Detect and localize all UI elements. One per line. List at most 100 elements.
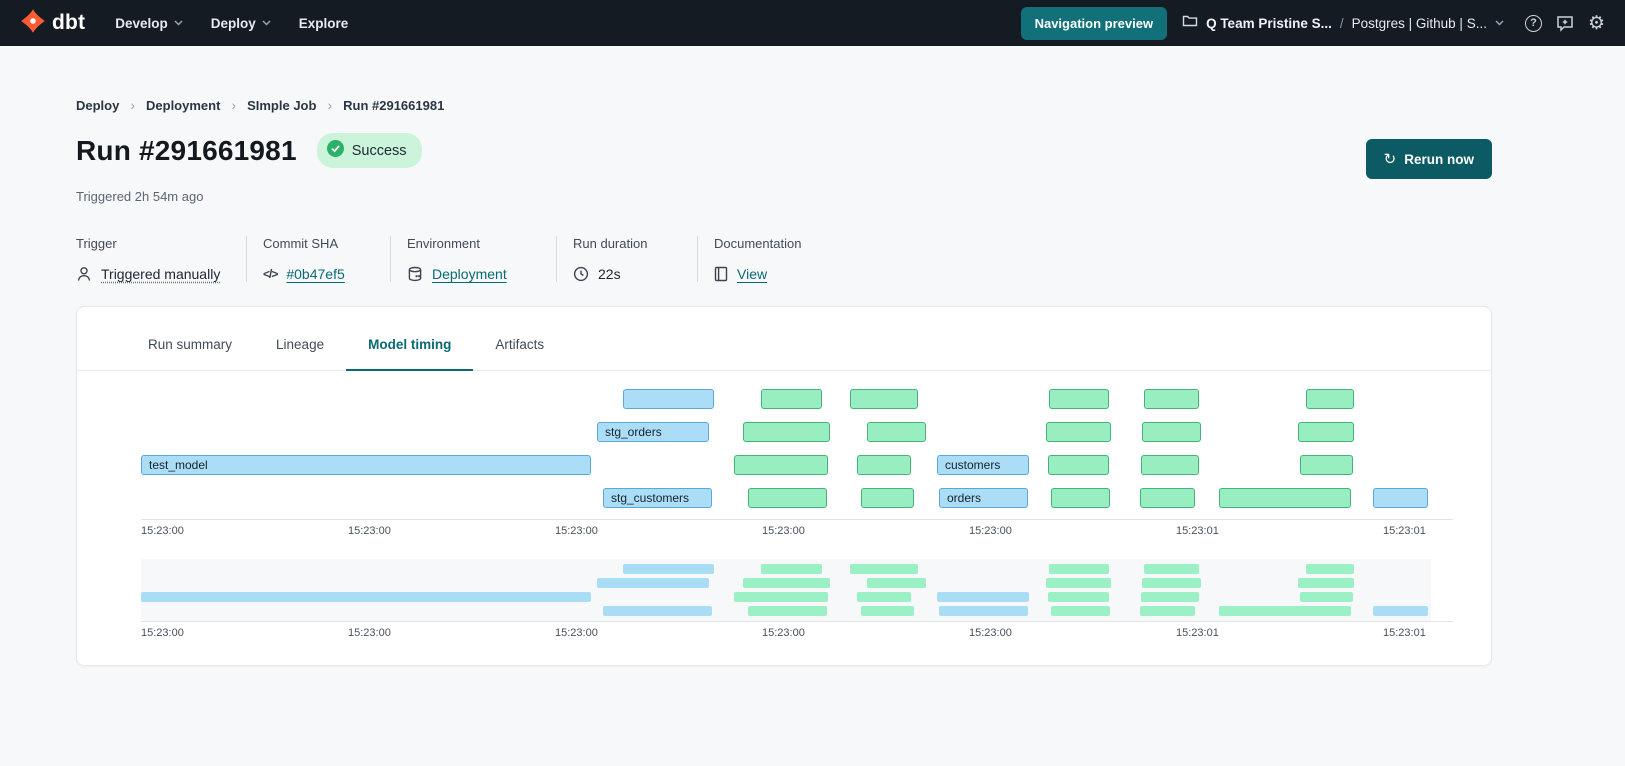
chevron-down-icon: [1495, 20, 1504, 26]
nav-menu: Develop Deploy Explore: [115, 16, 348, 31]
page-title: Run #291661981: [76, 134, 297, 166]
commit-sha-link[interactable]: #0b47ef5: [286, 266, 345, 282]
gantt-bar[interactable]: [850, 389, 918, 409]
axis-tick-label: 15:23:01: [1383, 627, 1426, 639]
gantt-bar[interactable]: [1306, 389, 1354, 409]
meta-trigger: Trigger Triggered manually: [76, 236, 247, 282]
gantt-bar-orders[interactable]: orders: [939, 488, 1028, 508]
help-icon[interactable]: ?: [1524, 14, 1542, 32]
trigger-value[interactable]: Triggered manually: [101, 266, 221, 282]
gantt-bar[interactable]: [734, 455, 828, 475]
gantt-bar[interactable]: [1141, 592, 1199, 602]
gantt-bar[interactable]: [1373, 488, 1428, 508]
gantt-bar[interactable]: [1300, 455, 1353, 475]
meta-label: Documentation: [714, 236, 802, 251]
gantt-bar[interactable]: [748, 488, 827, 508]
nav-item-explore[interactable]: Explore: [299, 16, 349, 31]
gantt-bar[interactable]: [1298, 578, 1354, 588]
gantt-bar[interactable]: [1219, 606, 1351, 616]
tab-bar: Run summary Lineage Model timing Artifac…: [77, 307, 1491, 371]
breadcrumb-deployment[interactable]: Deployment: [146, 97, 221, 113]
account-switcher[interactable]: Q Team Pristine S... / Postgres | Github…: [1182, 14, 1504, 33]
gantt-bar[interactable]: [623, 389, 714, 409]
breadcrumb-deploy[interactable]: Deploy: [76, 97, 120, 113]
tab-run-summary[interactable]: Run summary: [148, 337, 233, 352]
gantt-bar[interactable]: [623, 564, 714, 574]
gantt-bar[interactable]: [1298, 422, 1354, 442]
feedback-icon[interactable]: [1556, 15, 1574, 32]
meta-label: Commit SHA: [263, 236, 339, 251]
gantt-bar[interactable]: [867, 578, 926, 588]
gantt-bar[interactable]: [734, 592, 828, 602]
gantt-bar[interactable]: [1144, 389, 1199, 409]
gantt-bar[interactable]: [1140, 606, 1195, 616]
gantt-bar[interactable]: [1048, 455, 1109, 475]
gantt-bar[interactable]: [1144, 564, 1199, 574]
gantt-bar-customers[interactable]: customers: [937, 455, 1029, 475]
gantt-bar[interactable]: [761, 389, 822, 409]
status-badge-label: Success: [351, 142, 407, 159]
gantt-bar-orders[interactable]: [939, 606, 1028, 616]
navigation-preview-button[interactable]: Navigation preview: [1020, 6, 1168, 40]
gantt-bar[interactable]: [1142, 578, 1201, 588]
axis-tick-label: 15:23:00: [762, 525, 805, 537]
gantt-bar[interactable]: [1141, 455, 1199, 475]
gantt-bar-customers[interactable]: [937, 592, 1029, 602]
gantt-bar[interactable]: [1219, 488, 1351, 508]
gantt-bar[interactable]: [1049, 564, 1109, 574]
gantt-bar-stg_customers[interactable]: [603, 606, 712, 616]
gantt-bar[interactable]: [850, 564, 918, 574]
gantt-bar-test_model[interactable]: test_model: [141, 455, 591, 475]
gantt-bar-stg_orders[interactable]: stg_orders: [597, 422, 709, 442]
environment-link[interactable]: Deployment: [432, 266, 507, 282]
clock-icon: [573, 266, 589, 282]
triggered-time-text: Triggered 2h 54m ago: [76, 189, 204, 204]
axis-tick-label: 15:23:00: [555, 627, 598, 639]
gantt-bar[interactable]: [743, 578, 830, 588]
gantt-bar[interactable]: [1051, 488, 1110, 508]
dbt-logo[interactable]: dbt: [20, 8, 85, 39]
gantt-bar[interactable]: [1142, 422, 1201, 442]
gantt-bar[interactable]: [1049, 389, 1109, 409]
gantt-bar[interactable]: [1373, 606, 1428, 616]
axis-tick-label: 15:23:01: [1176, 525, 1219, 537]
gantt-bar[interactable]: [861, 488, 914, 508]
gantt-bar[interactable]: [1051, 606, 1110, 616]
documentation-view-link[interactable]: View: [737, 266, 768, 282]
gantt-bar[interactable]: [867, 422, 926, 442]
overview-gantt-plot[interactable]: [141, 559, 1431, 621]
project-name: Postgres | Github | S...: [1351, 15, 1487, 31]
gantt-bar[interactable]: [1306, 564, 1354, 574]
run-meta-row: Trigger Triggered manually Commit SHA </…: [76, 236, 1492, 282]
gantt-bar[interactable]: [1046, 578, 1111, 588]
gantt-bar[interactable]: [857, 592, 911, 602]
person-icon: [76, 266, 92, 282]
breadcrumb-simple-job[interactable]: SImple Job: [247, 97, 317, 113]
chevron-down-icon: [262, 20, 271, 26]
gantt-bar-test_model[interactable]: [141, 592, 591, 602]
tab-model-timing[interactable]: Model timing: [346, 307, 474, 371]
gantt-bar[interactable]: [1046, 422, 1111, 442]
nav-item-deploy[interactable]: Deploy: [211, 16, 271, 31]
overview-time-axis: 15:23:00 15:23:00 15:23:00 15:23:00 15:23:00…: [141, 621, 1453, 639]
gantt-bar[interactable]: [1300, 592, 1353, 602]
nav-item-develop[interactable]: Develop: [115, 16, 183, 31]
gantt-bar[interactable]: [1048, 592, 1109, 602]
gantt-bar-label: customers: [945, 458, 1001, 472]
gantt-bar[interactable]: [861, 606, 914, 616]
tab-artifacts[interactable]: Artifacts: [495, 337, 545, 352]
gantt-bar-stg_orders[interactable]: [597, 578, 709, 588]
rerun-now-button[interactable]: ↻ Rerun now: [1365, 139, 1492, 179]
meta-run-duration: Run duration 22s: [557, 236, 698, 282]
account-name: Q Team Pristine S...: [1206, 15, 1332, 31]
meta-commit-sha: Commit SHA </> #0b47ef5: [247, 236, 391, 282]
gear-icon[interactable]: ⚙: [1587, 12, 1605, 34]
gantt-bar[interactable]: [743, 422, 830, 442]
gantt-bar[interactable]: [857, 455, 911, 475]
breadcrumb-current-run: Run #291661981: [343, 97, 445, 113]
gantt-bar[interactable]: [761, 564, 822, 574]
gantt-bar[interactable]: [1140, 488, 1195, 508]
gantt-bar[interactable]: [748, 606, 827, 616]
gantt-bar-stg_customers[interactable]: stg_customers: [603, 488, 712, 508]
tab-lineage[interactable]: Lineage: [276, 337, 325, 352]
